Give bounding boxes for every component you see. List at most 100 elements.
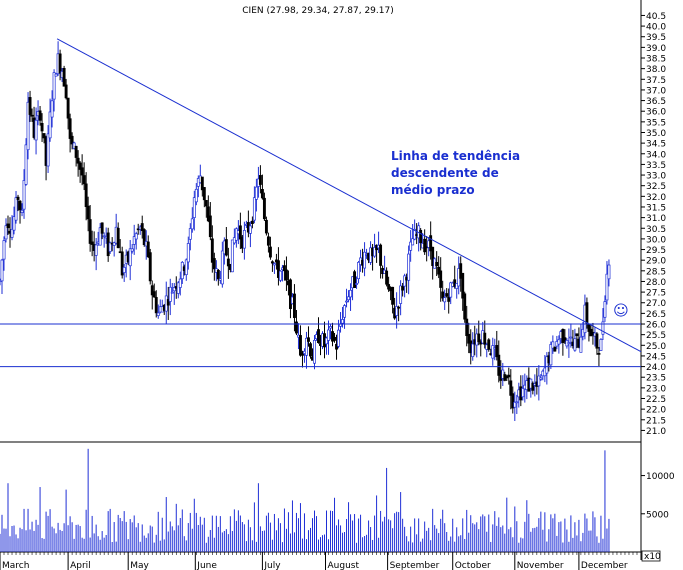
- candle-body: [423, 238, 427, 253]
- candle-body: [50, 100, 54, 118]
- candle-body: [403, 275, 407, 287]
- candle-body: [341, 319, 344, 324]
- candle-body: [190, 218, 194, 230]
- month-label: March: [2, 561, 29, 570]
- candle-body: [439, 270, 443, 288]
- candle-body: [66, 97, 70, 119]
- candle-body: [202, 187, 206, 201]
- candle-body: [309, 343, 312, 357]
- candle-body: [20, 209, 24, 213]
- candle-body: [48, 111, 52, 139]
- candle-body: [507, 374, 511, 378]
- time-axis: March April May June July August September Octo…: [0, 551, 642, 570]
- candle-body: [307, 337, 310, 342]
- candle-body: [313, 339, 316, 364]
- candle-body: [353, 271, 357, 288]
- candle-body: [268, 246, 272, 258]
- candle-body: [78, 162, 82, 170]
- candle-body: [445, 293, 449, 297]
- price-tick-label: 27.0: [646, 299, 666, 309]
- candle-body: [397, 306, 401, 309]
- candle-body: [142, 229, 146, 246]
- candle-body: [363, 251, 367, 269]
- candle-body: [551, 341, 555, 349]
- price-tick-label: 40.5: [646, 12, 666, 22]
- candle-body: [194, 188, 198, 203]
- candle-body: [407, 253, 411, 281]
- candle-body: [112, 242, 116, 246]
- month-label: June: [196, 561, 217, 570]
- candle-body: [24, 144, 28, 185]
- candle-body: [483, 332, 487, 345]
- candle-body: [599, 339, 603, 351]
- candle-body: [76, 157, 80, 164]
- candle-body: [94, 244, 98, 256]
- candle-body: [379, 244, 383, 266]
- candle-body: [258, 175, 262, 185]
- candle-body: [465, 318, 469, 337]
- candle-body: [122, 267, 126, 273]
- candle-body: [601, 321, 605, 335]
- candle-body: [22, 180, 26, 210]
- candle-body: [549, 344, 553, 366]
- candle-body: [200, 176, 204, 191]
- candle-body: [260, 189, 264, 199]
- price-tick-label: 35.5: [646, 118, 666, 128]
- candle-body: [327, 329, 330, 341]
- candle-body: [176, 282, 180, 294]
- price-tick-label: 30.5: [646, 225, 666, 235]
- candle-body: [84, 183, 88, 207]
- price-tick-label: 37.0: [646, 86, 666, 96]
- candle-body: [491, 345, 495, 359]
- candle-body: [329, 326, 332, 329]
- candle-body: [10, 228, 14, 238]
- candle-body: [210, 238, 214, 263]
- price-tick-label: 31.0: [646, 214, 666, 224]
- month-label: November: [517, 561, 564, 570]
- price-tick-label: 37.5: [646, 76, 666, 86]
- candle-body: [585, 302, 589, 325]
- candle-body: [401, 285, 405, 291]
- price-tick-label: 33.5: [646, 161, 666, 171]
- candle-body: [513, 401, 517, 408]
- price-tick-label: 23.0: [646, 384, 666, 394]
- price-tick-label: 38.0: [646, 65, 666, 75]
- candle-body: [270, 261, 274, 264]
- candle-body: [266, 236, 270, 246]
- candle-body: [252, 197, 256, 221]
- price-tick-label: 35.0: [646, 129, 666, 139]
- candle-body: [100, 222, 104, 234]
- price-tick-label: 38.5: [646, 55, 666, 65]
- candle-body: [299, 335, 302, 356]
- month-label: August: [328, 561, 360, 570]
- candle-body: [521, 388, 525, 398]
- smiley-icon: ☺: [613, 302, 629, 320]
- candle-body: [166, 299, 170, 306]
- price-tick-label: 23.5: [646, 374, 666, 384]
- candle-body: [447, 296, 451, 302]
- candle-body: [188, 228, 192, 240]
- candle-body: [477, 333, 481, 343]
- candle-body: [441, 291, 445, 299]
- candle-body: [497, 354, 501, 376]
- candle-body: [511, 393, 515, 409]
- candle-body: [553, 346, 557, 352]
- candle-body: [293, 293, 296, 318]
- price-tick-label: 36.0: [646, 108, 666, 118]
- candle-body: [80, 167, 84, 176]
- volume-tick-label: 10000: [646, 472, 675, 482]
- volume-unit-label: x10: [644, 552, 661, 562]
- price-tick-label: 39.5: [646, 33, 666, 43]
- candle-body: [391, 286, 395, 305]
- price-tick-label: 40.0: [646, 23, 666, 33]
- price-tick-label: 29.0: [646, 257, 666, 267]
- candle-body: [70, 135, 74, 145]
- candle-body: [595, 333, 599, 349]
- candle-body: [116, 227, 120, 249]
- volume-axis: 5000 10000 x10: [0, 441, 675, 562]
- candle-body: [605, 273, 609, 301]
- candle-body: [429, 235, 433, 252]
- candle-body: [254, 186, 258, 200]
- candle-body: [154, 297, 158, 314]
- volume-tick-label: 5000: [646, 510, 669, 520]
